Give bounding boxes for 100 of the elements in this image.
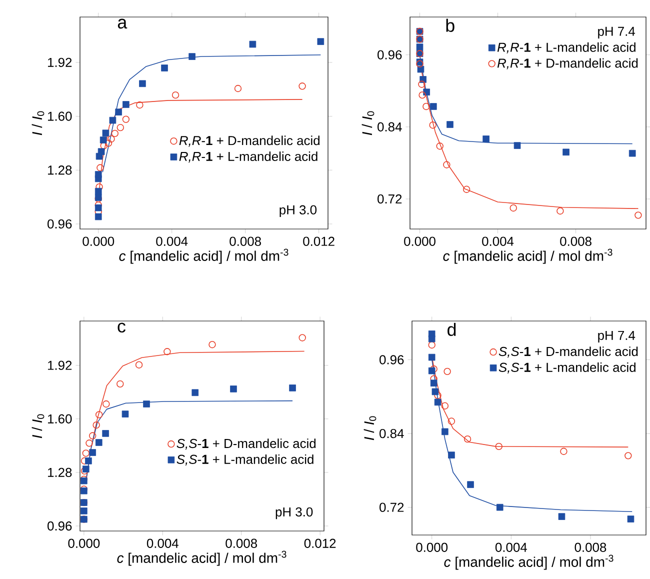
point [89,449,96,456]
legend-label: R,R-1 + L-mandelic acid [179,152,318,163]
point [122,101,130,108]
chart-title: b [446,18,454,32]
chart-title: d [448,322,456,336]
x-tick-label: 0.008 [226,538,257,548]
point [82,450,90,457]
point [96,164,104,172]
point [467,481,474,488]
point [429,122,436,129]
x-tick-label: 0.000 [404,236,436,246]
point [446,121,454,128]
legend-label: S,S-1 + D-mandelic acid [176,438,316,450]
point [624,452,632,460]
point [448,452,455,458]
point [420,76,426,83]
point [108,135,115,143]
x-axis-title: c [mandelic acid] / mol dm$^{-3}$ [443,248,612,264]
point [430,380,438,387]
x-tick-label: 0.012 [303,236,334,246]
point [560,448,568,455]
chart-title: c [118,322,126,333]
point [94,171,102,178]
y-tick-label: 0.96 [378,50,402,60]
point [82,466,90,472]
y-tick-label: 0.96 [48,219,72,229]
y-tick-label: 1.92 [48,360,72,370]
x-tick-label: 0.000 [68,538,100,548]
point [628,150,636,157]
point [416,44,424,50]
point [434,392,442,400]
point [102,400,110,408]
point [464,435,472,443]
chart-title: a [118,18,128,29]
x-tick-label: 0.008 [560,236,592,246]
x-axis-title: c [mandelic acid] / mol dm$^{-3}$ [444,554,614,570]
point [122,410,129,418]
point [96,183,103,191]
point [115,108,122,116]
point [98,148,105,155]
x-tick-label: 0.012 [304,538,336,548]
point [104,140,112,147]
point [172,91,180,99]
point [192,389,199,396]
point [143,400,150,408]
point [298,82,306,90]
point [100,136,107,144]
y-tick-label: 1.28 [48,468,72,478]
point [109,116,116,124]
point [428,354,436,361]
point [80,467,88,475]
x-tick-label: 0.004 [495,542,527,552]
point [558,513,566,520]
legend-label: R,R-1 + D-mandelic acid [179,136,320,147]
point [317,38,324,45]
point [441,402,449,410]
point [230,386,237,392]
point [122,116,130,123]
point [432,388,439,396]
y-tick-label: 1.92 [48,58,72,68]
legend-label: S,S-1 + D-mandelic acid [498,346,638,358]
legend-label: S,S-1 + L-mandelic acid [498,362,636,374]
point [462,186,470,193]
point [164,348,171,356]
point [510,204,517,212]
y-tick-label: 0.84 [378,122,402,132]
legend-label: R,R-1 + L-mandelic acid [497,42,636,54]
point [634,212,642,219]
x-tick-label: 0.004 [146,538,178,548]
y-tick-label: 0.72 [378,194,402,204]
point [94,213,102,220]
point [514,142,521,149]
point [448,418,456,425]
annotation: pH 3.0 [280,205,317,217]
point [111,130,119,138]
point [80,508,88,514]
x-axis-title: c [mandelic acid] / mol dm$^{-3}$ [117,550,286,566]
annotation: pH 7.4 [598,26,636,38]
point [249,40,256,48]
x-tick-label: 0.000 [82,236,114,246]
point [556,207,564,215]
point [423,88,430,96]
point [88,432,96,440]
point [116,380,124,388]
x-tick-label: 0.004 [156,236,188,246]
y-tick-label: 1.60 [48,112,72,121]
point [495,442,502,450]
point [102,130,110,136]
point [482,136,490,142]
y-axis-title: I / I$_{0}$ [32,414,44,438]
point [95,411,103,418]
point [289,384,296,392]
y-axis-title: I / I$_{0}$ [362,111,374,136]
point [102,430,109,437]
legend-label: R,R-1 + D-mandelic acid [497,58,638,70]
point [94,204,102,212]
x-tick-label: 0.004 [482,236,514,246]
y-axis-title: I / I$_{0}$ [364,416,376,440]
annotation: pH 7.4 [598,330,636,343]
x-tick-label: 0.000 [416,542,448,552]
